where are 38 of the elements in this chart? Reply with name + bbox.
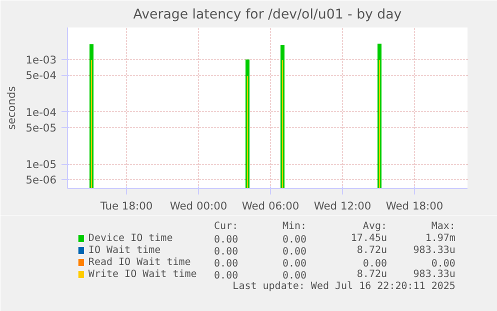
text: Max:	[431, 221, 456, 232]
text: 0.00	[282, 258, 307, 270]
text: 1.97m	[425, 233, 456, 244]
text: 0.00	[431, 258, 456, 270]
legend-label: IO Wait time	[88, 245, 161, 256]
legend-label: Write IO Wait time	[88, 269, 197, 280]
x-tick-label: Wed 00:00	[170, 200, 228, 212]
text: 0.00	[282, 270, 307, 282]
x-tick-label: Tue 18:00	[99, 200, 153, 212]
text: Avg:	[362, 221, 388, 232]
text: 0.00	[214, 258, 238, 270]
y-tick-label: 1e-05	[26, 158, 57, 172]
y-axis-title: seconds	[4, 86, 18, 130]
y-tick-label: 1e-03	[26, 54, 57, 67]
y-tick-label: 1e-04	[26, 106, 57, 119]
chart-title: Average latency for /dev/ol/u01 - by day	[133, 8, 402, 22]
text: 0.00	[282, 234, 307, 246]
y-tick-label: 5e-06	[26, 174, 57, 187]
text: 0.00	[362, 258, 388, 270]
y-tick-label: 5e-05	[26, 122, 57, 134]
y-tick-label: 5e-04	[26, 69, 57, 82]
text: 17.45u	[350, 233, 388, 244]
text: 0.00	[214, 234, 238, 246]
x-tick-label: Wed 18:00	[386, 200, 444, 212]
text: 0.00	[214, 246, 238, 258]
x-tick-label: Wed 06:00	[242, 200, 300, 212]
text: 8.72u	[356, 245, 388, 256]
x-tick-label: Wed 12:00	[314, 200, 372, 212]
text: 0.00	[282, 246, 307, 258]
legend-label: Read IO Wait time	[88, 257, 191, 268]
text: 0.00	[214, 270, 238, 282]
text: Cur:	[214, 221, 238, 232]
text: 983.33u	[413, 245, 456, 256]
legend-label: Device IO time	[88, 233, 173, 244]
text: Last update: Wed Jul 16 22:20:11 2025	[232, 281, 456, 292]
text: 983.33u	[413, 269, 456, 280]
text: 8.72u	[356, 269, 388, 280]
text: Min:	[282, 221, 307, 232]
